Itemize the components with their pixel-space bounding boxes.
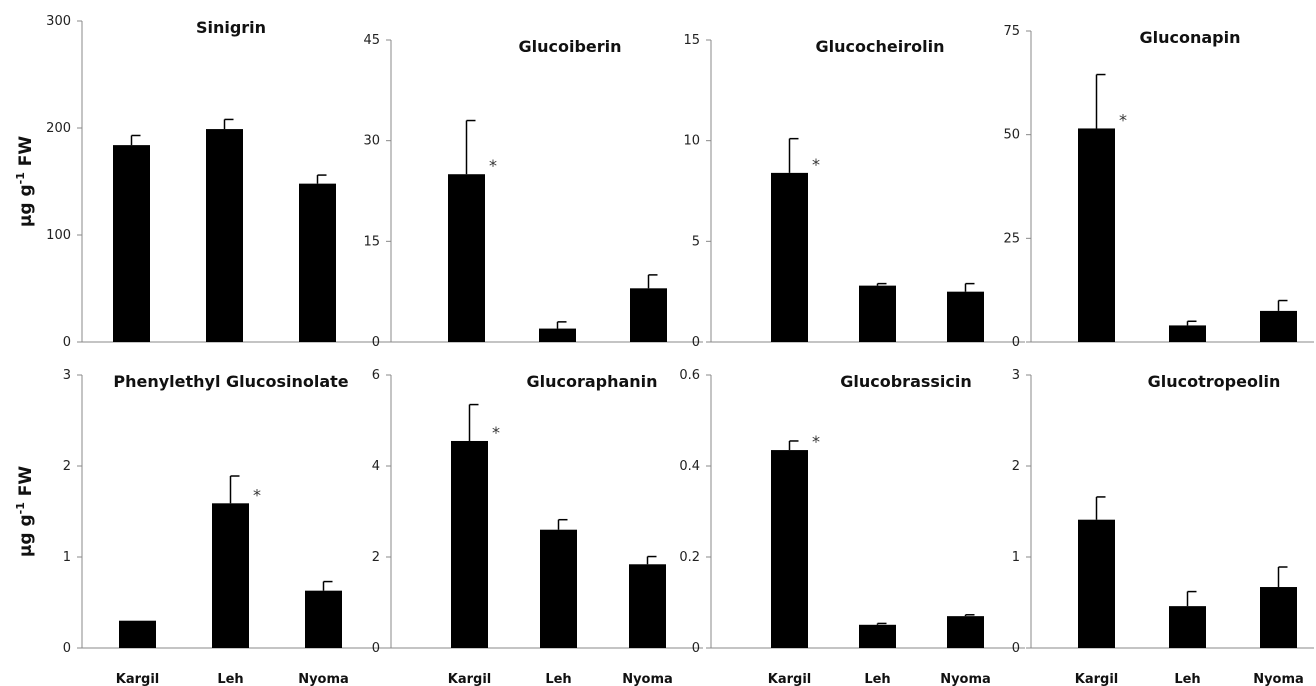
- bar: [1260, 587, 1297, 648]
- bar: [947, 291, 984, 342]
- panel-title: Gluconapin: [1140, 28, 1241, 47]
- panel-title: Glucotropeolin: [1148, 372, 1281, 391]
- bar: [1260, 310, 1297, 342]
- y-axis-label: μg g-1 FW: [14, 466, 36, 558]
- bar: [451, 440, 488, 648]
- bar: [305, 590, 342, 648]
- y-tick-label: 1: [1012, 550, 1020, 565]
- y-tick-label: 15: [683, 33, 700, 48]
- y-tick-label: 0: [1012, 641, 1020, 656]
- y-axis-label: μg g-1 FW: [14, 136, 36, 228]
- y-axis-label-unit: μg g: [16, 514, 36, 557]
- y-tick-label: 0: [372, 335, 380, 350]
- y-tick-label: 45: [363, 33, 380, 48]
- significance-marker: *: [812, 155, 820, 174]
- panel-title: Glucoiberin: [518, 37, 621, 56]
- x-category-label: Nyoma: [1253, 672, 1304, 686]
- bar: [859, 285, 896, 342]
- y-tick-label: 2: [1012, 459, 1020, 474]
- significance-marker: *: [489, 156, 497, 175]
- panel-title: Sinigrin: [196, 18, 266, 37]
- y-tick-label: 5: [692, 234, 700, 249]
- y-tick-label: 0: [372, 641, 380, 656]
- bar: [1078, 519, 1115, 648]
- bar: [539, 328, 576, 342]
- chart-panel: 0 5 10 15 Glucocheirolin *: [683, 33, 1025, 350]
- y-tick-label: 10: [683, 134, 700, 149]
- x-category-label: Kargil: [1075, 672, 1118, 686]
- y-tick-label: 4: [372, 459, 380, 474]
- chart-panel: 0 0.2 0.4 0.6 Glucobrassicin * Kargil Leh Nyoma: [679, 368, 1025, 686]
- bar: [540, 529, 577, 648]
- panel-title: Glucobrassicin: [840, 372, 972, 391]
- y-tick-label: 75: [1003, 24, 1020, 39]
- x-category-label: Kargil: [768, 672, 811, 686]
- x-category-label: Nyoma: [298, 672, 349, 686]
- bar: [113, 145, 150, 342]
- y-axis-label-exponent: -1: [14, 502, 27, 514]
- bar: [448, 174, 485, 342]
- y-tick-label: 3: [63, 368, 71, 383]
- x-category-label: Kargil: [116, 672, 159, 686]
- significance-marker: *: [253, 485, 261, 504]
- y-tick-label: 2: [372, 550, 380, 565]
- bar: [1169, 325, 1206, 342]
- y-tick-label: 2: [63, 459, 71, 474]
- y-tick-label: 50: [1003, 128, 1020, 143]
- panel-title: Phenylethyl Glucosinolate: [113, 372, 348, 391]
- y-tick-label: 300: [46, 14, 71, 29]
- bar: [859, 624, 896, 648]
- x-category-label: Leh: [545, 672, 571, 686]
- x-category-label: Leh: [217, 672, 243, 686]
- bar: [212, 503, 249, 648]
- significance-marker: *: [1119, 110, 1127, 129]
- y-tick-label: 15: [363, 234, 380, 249]
- bar: [771, 450, 808, 648]
- y-axis-label-exponent: -1: [14, 172, 27, 184]
- significance-marker: *: [492, 423, 500, 442]
- bar: [206, 129, 243, 342]
- x-category-label: Nyoma: [940, 672, 991, 686]
- x-category-label: Nyoma: [622, 672, 673, 686]
- y-tick-label: 0.6: [679, 368, 700, 383]
- bar: [629, 564, 666, 648]
- y-axis-label-basis: FW: [16, 466, 36, 503]
- x-category-label: Leh: [864, 672, 890, 686]
- y-tick-label: 200: [46, 121, 71, 136]
- bar: [1078, 128, 1115, 342]
- y-axis-label-unit: μg g: [16, 184, 36, 227]
- y-tick-label: 0: [692, 335, 700, 350]
- bar: [299, 183, 336, 342]
- panel-title: Glucocheirolin: [816, 37, 945, 56]
- bar: [1169, 606, 1206, 648]
- y-tick-label: 0.4: [679, 459, 700, 474]
- y-tick-label: 30: [363, 134, 380, 149]
- chart-panel: 0 25 50 75 Gluconapin *: [1003, 24, 1314, 350]
- chart-panel: 0 1 2 3 Glucotropeolin Kargil Leh Nyoma: [1012, 368, 1314, 686]
- y-tick-label: 1: [63, 550, 71, 565]
- y-tick-label: 6: [372, 368, 380, 383]
- bar: [119, 620, 156, 648]
- y-tick-label: 0: [63, 335, 71, 350]
- x-category-label: Kargil: [448, 672, 491, 686]
- y-axis-label-basis: FW: [16, 136, 36, 173]
- chart-panel: 0 1 2 3 Phenylethyl Glucosinolate Kargil * Leh N…: [14, 368, 388, 686]
- significance-marker: *: [812, 432, 820, 451]
- bar: [771, 172, 808, 342]
- y-tick-label: 0: [1012, 335, 1020, 350]
- panel-title: Glucoraphanin: [526, 372, 657, 391]
- y-tick-label: 0: [692, 641, 700, 656]
- y-tick-label: 0: [63, 641, 71, 656]
- y-tick-label: 3: [1012, 368, 1020, 383]
- y-tick-label: 25: [1003, 231, 1020, 246]
- y-tick-label: 0.2: [679, 550, 700, 565]
- chart-panel: 0 15 30 45 Glucoiberin *: [363, 33, 703, 350]
- chart-panel: 0 2 4 6 Glucoraphanin * Kargil Leh Nyoma: [372, 368, 703, 686]
- y-tick-label: 100: [46, 228, 71, 243]
- bar: [947, 616, 984, 648]
- x-category-label: Leh: [1174, 672, 1200, 686]
- bar: [630, 288, 667, 342]
